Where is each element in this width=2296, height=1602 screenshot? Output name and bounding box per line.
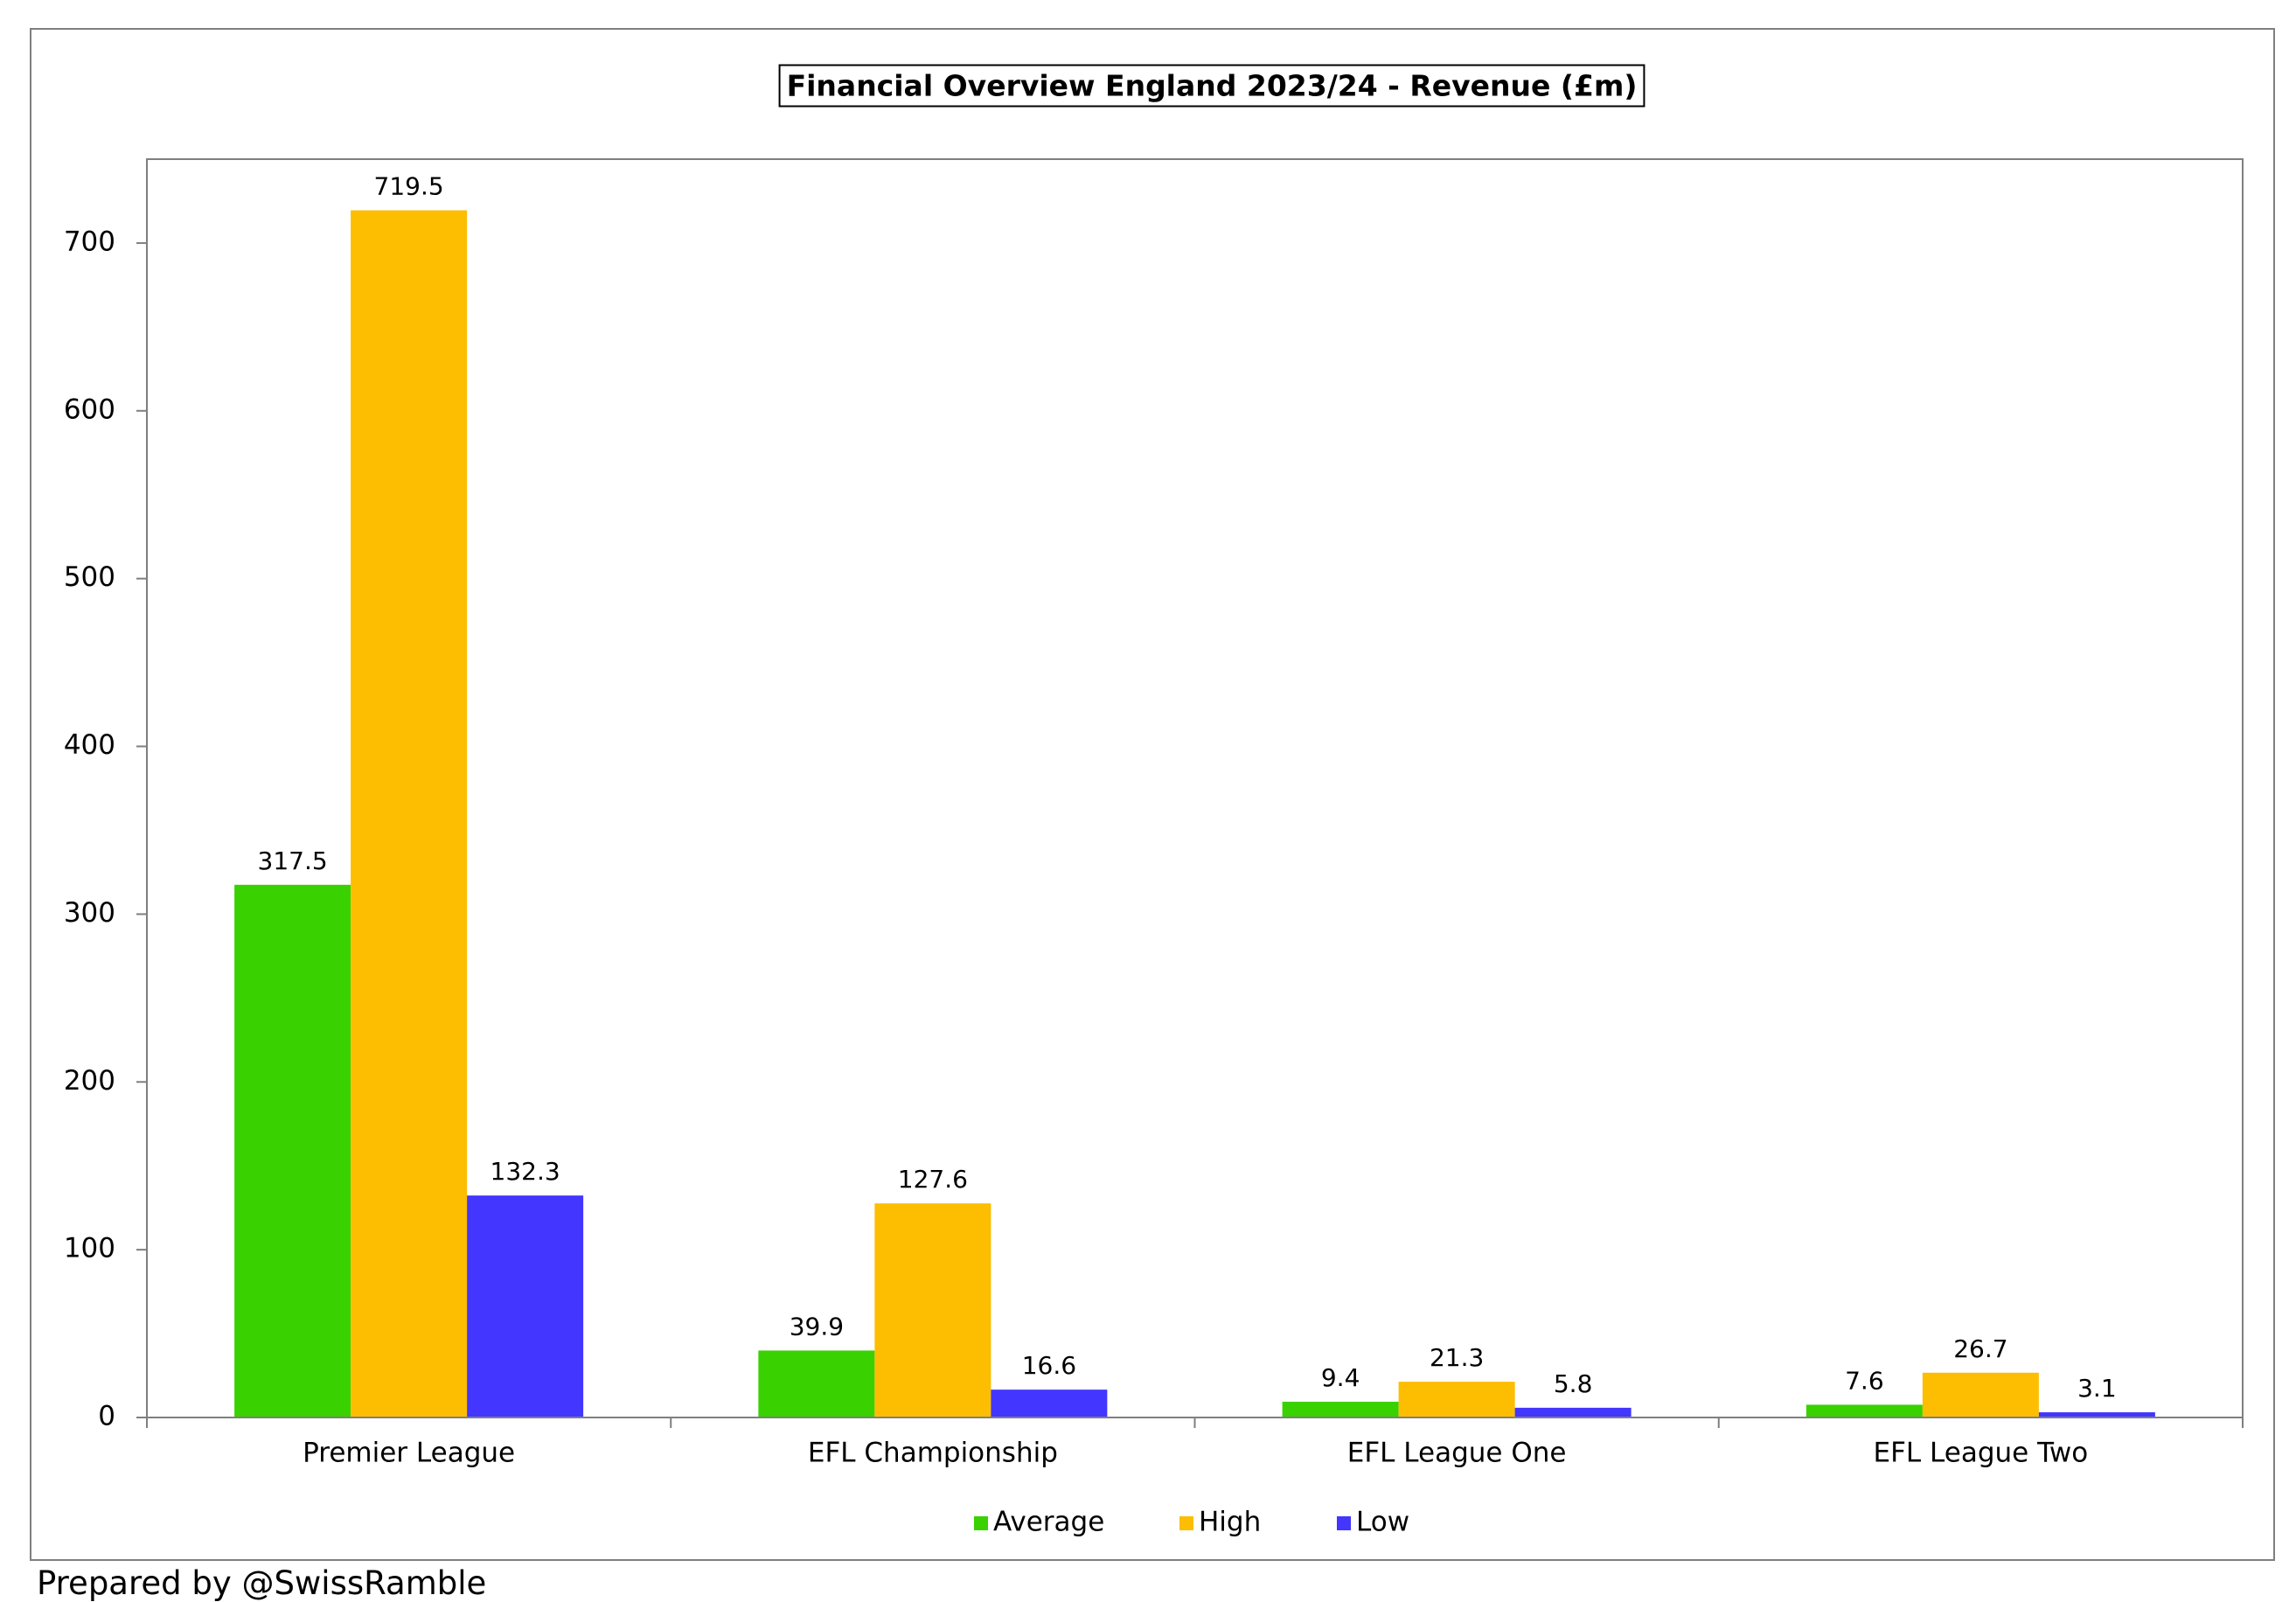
data-label-low-efl-league-one: 5.8 — [1554, 1369, 1593, 1398]
bar-high-premier-league — [351, 210, 468, 1418]
y-tick-label: 200 — [64, 1065, 115, 1097]
bar-high-efl-league-one — [1398, 1382, 1515, 1417]
data-label-high-premier-league: 719.5 — [374, 172, 444, 201]
bar-low-efl-league-one — [1514, 1407, 1632, 1417]
data-label-high-efl-league-one: 21.3 — [1430, 1343, 1484, 1372]
bar-high-efl-league-two — [1922, 1372, 2039, 1417]
y-tick-label: 700 — [64, 226, 115, 257]
footer-credit: Prepared by @SwissRamble — [37, 1564, 487, 1602]
data-label-average-efl-league-one: 9.4 — [1321, 1363, 1360, 1392]
bar-low-premier-league — [467, 1195, 584, 1417]
y-tick-label: 100 — [64, 1233, 115, 1264]
chart-title: Financial Overview England 2023/24 - Rev… — [787, 69, 1638, 103]
bars-group — [234, 210, 2155, 1418]
y-tick-label: 400 — [64, 729, 115, 761]
x-tick-label-efl-league-two: EFL League Two — [1874, 1438, 2089, 1469]
data-label-average-efl-championship: 39.9 — [790, 1312, 844, 1341]
legend-item-low: Low — [1337, 1507, 1409, 1538]
data-label-low-efl-championship: 16.6 — [1022, 1351, 1076, 1380]
data-label-low-premier-league: 132.3 — [491, 1157, 560, 1186]
legend-swatch-low — [1337, 1516, 1351, 1530]
legend-label-average: Average — [993, 1507, 1104, 1538]
y-tick-label: 300 — [64, 897, 115, 929]
x-tick-label-premier-league: Premier League — [303, 1438, 515, 1469]
x-tick-label-efl-league-one: EFL League One — [1347, 1438, 1567, 1469]
x-axis: Premier League EFL Championship EFL League… — [146, 1417, 2244, 1469]
bar-average-efl-league-two — [1805, 1404, 1923, 1417]
bar-low-efl-league-two — [2038, 1412, 2155, 1417]
data-label-high-efl-league-two: 26.7 — [1953, 1334, 2007, 1363]
legend-label-low: Low — [1356, 1507, 1409, 1538]
bar-low-efl-championship — [991, 1390, 1108, 1417]
bar-average-efl-league-one — [1282, 1401, 1399, 1417]
y-tick-label: 500 — [64, 561, 115, 593]
legend-swatch-average — [974, 1516, 988, 1530]
bar-average-efl-championship — [758, 1350, 875, 1417]
chart-title-box — [778, 64, 1645, 108]
legend-item-average: Average — [974, 1507, 1104, 1538]
legend: Average High Low — [974, 1507, 1409, 1538]
data-label-average-efl-league-two: 7.6 — [1845, 1366, 1884, 1395]
x-tick-label-efl-championship: EFL Championship — [808, 1438, 1058, 1469]
bar-average-premier-league — [234, 884, 351, 1417]
legend-item-high: High — [1179, 1507, 1261, 1538]
data-labels-group: 317.5 719.5 132.3 39.9 127.6 16.6 9.4 21.3 5.8 7.… — [258, 172, 2117, 1403]
chart-frame — [30, 28, 2275, 1561]
chart-title-group: Financial Overview England 2023/24 - Rev… — [778, 64, 1645, 108]
y-axis: 0 100 200 300 400 500 600 700 — [64, 159, 148, 1432]
data-label-average-premier-league: 317.5 — [258, 846, 328, 875]
y-tick-label: 600 — [64, 394, 115, 425]
y-tick-label: 0 — [98, 1401, 115, 1432]
data-label-high-efl-championship: 127.6 — [898, 1165, 968, 1194]
data-label-low-efl-league-two: 3.1 — [2077, 1374, 2117, 1403]
bar-high-efl-championship — [874, 1203, 991, 1417]
legend-swatch-high — [1179, 1516, 1193, 1530]
legend-label-high: High — [1199, 1507, 1261, 1538]
